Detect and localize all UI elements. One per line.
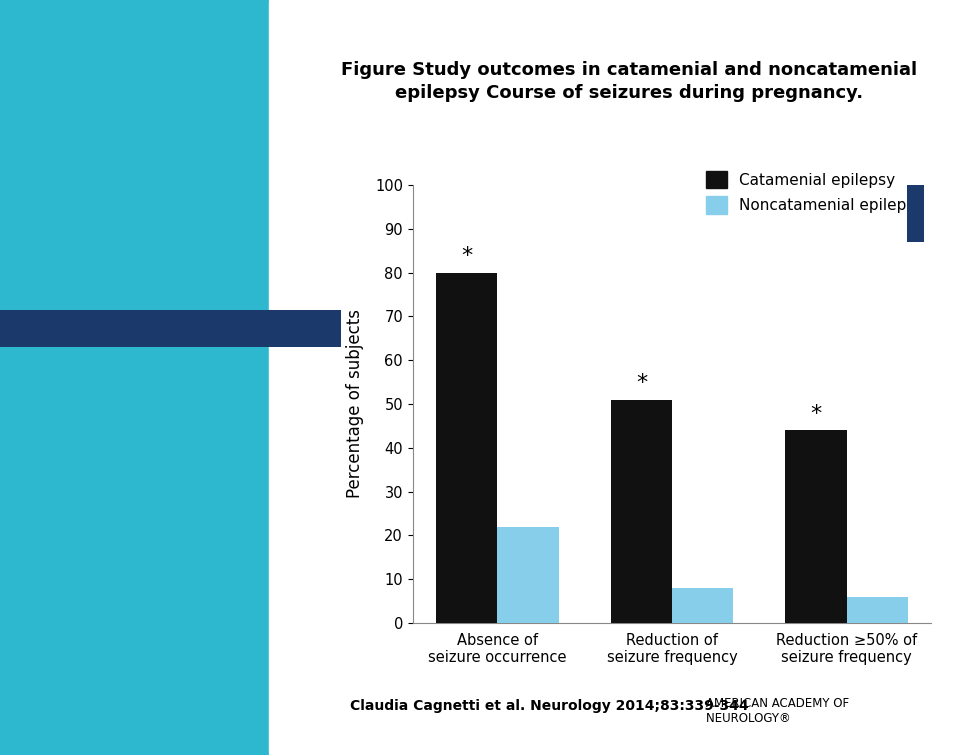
Legend: Catamenial epilepsy, Noncatamenial epilepsy: Catamenial epilepsy, Noncatamenial epile… [706,171,924,214]
Text: *: * [462,246,472,266]
Bar [497,526,559,623]
Bar [847,596,907,623]
Ellipse shape [0,310,26,347]
Bar [611,399,672,623]
Text: *: * [636,373,647,393]
Y-axis label: Percentage of subjects: Percentage of subjects [346,310,364,498]
Text: *: * [810,404,822,424]
Text: epilepsy Course of seizures during pregnancy.: epilepsy Course of seizures during pregn… [395,84,863,102]
Text: Claudia Cagnetti et al. Neurology 2014;83:339-344: Claudia Cagnetti et al. Neurology 2014;8… [350,699,749,713]
Text: Figure Study outcomes in catamenial and noncatamenial: Figure Study outcomes in catamenial and … [341,61,917,79]
Bar [672,588,733,623]
Text: AMERICAN ACADEMY OF
    NEUROLOGY®: AMERICAN ACADEMY OF NEUROLOGY® [691,697,850,725]
Bar [785,430,847,623]
Bar [437,273,497,623]
